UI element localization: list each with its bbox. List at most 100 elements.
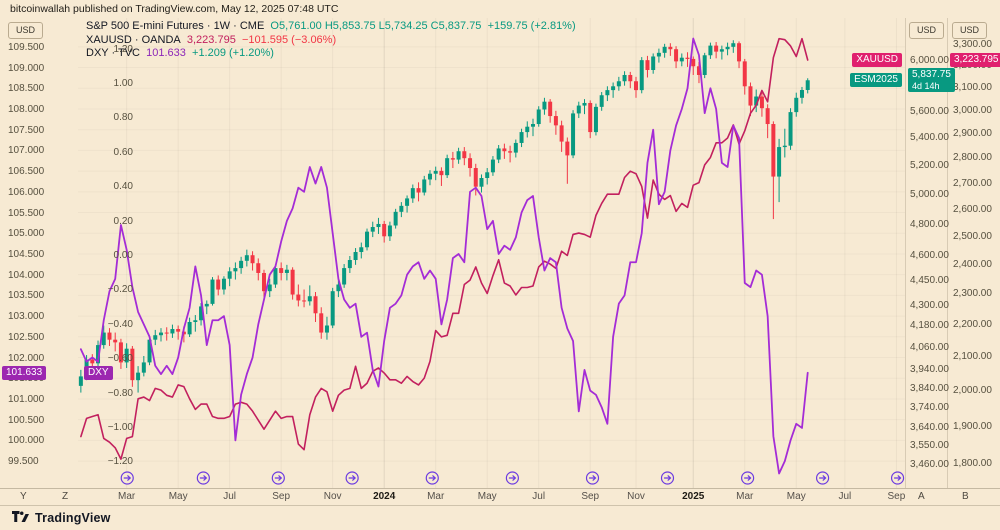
percent-axis-tick: 1.00 [113, 78, 133, 90]
es-candlestick-series [78, 40, 810, 393]
scale-button-z[interactable]: Z [62, 491, 69, 502]
es-axis-tick: 5,400.00 [910, 132, 949, 144]
percent-axis-tick: −0.80 [107, 387, 133, 399]
time-axis-month-label: Mar [118, 491, 136, 502]
time-axis-month-label: Sep [272, 491, 291, 502]
legend-xau-change: −101.595 (−3.06%) [241, 33, 337, 46]
chart-canvas[interactable] [78, 18, 905, 488]
legend-es-change: +159.75 (+2.81%) [487, 20, 576, 32]
scale-button-y[interactable]: Y [20, 491, 27, 502]
dxy-axis-tick: 108.500 [8, 83, 45, 95]
xau-axis-tick: 1,900.00 [953, 420, 992, 432]
chart-area: USD 101.633 109.500 109.000 108.500 108.000… [0, 18, 1000, 488]
xau-axis-tick: 2,900.00 [953, 128, 992, 140]
es-bar-countdown: 4d 14h [912, 81, 940, 92]
xau-axis-tick: 3,000.00 [953, 104, 992, 116]
right-price-axis-es[interactable]: USD 5,837.75 4d 14h 6,000.005,800.005,60… [905, 18, 955, 488]
percent-axis-tick: 0.60 [113, 146, 133, 158]
dxy-axis-tick: 109.500 [8, 41, 45, 53]
es-price-value: 5,837.75 [912, 69, 951, 81]
es-axis-tick: 3,550.00 [910, 440, 949, 452]
contract-roll-markers[interactable] [120, 471, 905, 485]
time-axis[interactable]: Y Z A B Mar May Jul Sep Nov 2024 Mar May Jul Sep N… [0, 488, 1000, 506]
es-axis-tick: 3,640.00 [910, 422, 949, 434]
time-axis-month-label: Sep [581, 491, 600, 502]
es-axis-tick: 4,600.00 [910, 250, 949, 262]
xau-axis-tick: 2,200.00 [953, 319, 992, 331]
tradingview-logo[interactable] [12, 511, 29, 525]
dxy-axis-tick: 105.500 [8, 207, 45, 219]
legend-row-es[interactable]: S&P 500 E-mini Futures · 1W · CME O5,761… [86, 20, 576, 34]
dxy-axis-tick: 104.000 [8, 269, 45, 281]
dxy-axis-tick: 107.000 [8, 145, 45, 157]
left-price-axis-dxy[interactable]: USD 101.633 109.500 109.000 108.500 108.000… [0, 18, 78, 488]
time-axis-month-label: May [786, 491, 806, 502]
footer-bar: TradingView [0, 505, 1000, 530]
dxy-series-label: DXY [84, 365, 113, 380]
dxy-axis-tick: 102.500 [8, 331, 45, 343]
xau-axis-tick: 2,600.00 [953, 203, 992, 215]
dxy-axis-tick: 106.000 [8, 186, 45, 198]
published-line: bitcoinwallah published on TradingView.c… [10, 3, 339, 15]
dxy-axis-tick: 102.000 [8, 352, 45, 364]
xau-axis-tick: 1,800.00 [953, 457, 992, 469]
esm2025-series-label: ESM2025 [850, 73, 902, 88]
xau-price-tag: 3,223.795 [950, 53, 1000, 67]
dxy-axis-tick: 108.000 [8, 103, 45, 115]
chart-plot[interactable]: S&P 500 E-mini Futures · 1W · CME O5,761… [78, 18, 905, 488]
dxy-axis-tick: 105.000 [8, 228, 45, 240]
es-axis-tick: 4,060.00 [910, 341, 949, 353]
percent-axis-tick: −0.60 [107, 353, 133, 365]
es-axis-tick: 5,200.00 [910, 160, 949, 172]
legend-dxy-value: 101.633 [146, 47, 186, 59]
xau-axis-tick: 2,300.00 [953, 288, 992, 300]
time-axis-month-label: Sep [887, 491, 906, 502]
legend-dxy-change: +1.209 (+1.20%) [192, 47, 274, 59]
percent-axis-tick: 0.80 [113, 112, 133, 124]
percent-axis-tick: 0.20 [113, 215, 133, 227]
percent-axis-tick: −0.40 [107, 318, 133, 330]
time-axis-month-label: Nov [627, 491, 645, 502]
dxy-axis-tick: 103.500 [8, 290, 45, 302]
dxy-axis-tick: 109.000 [8, 62, 45, 74]
percent-axis-tick: 1.20 [113, 43, 133, 55]
time-axis-month-label: Jul [838, 491, 852, 502]
time-axis-month-label: Jul [223, 491, 237, 502]
dxy-axis-tick: 106.500 [8, 166, 45, 178]
es-axis-tick: 4,450.00 [910, 274, 949, 286]
es-axis-tick: 5,000.00 [910, 188, 949, 200]
legend-es-title: S&P 500 E-mini Futures · 1W · CME [86, 20, 265, 32]
legend-xau-value: 3,223.795 [186, 33, 236, 46]
xau-axis-tick: 3,100.00 [953, 82, 992, 94]
percent-axis-tick: −0.20 [107, 284, 133, 296]
tradingview-brand-text[interactable]: TradingView [35, 511, 111, 525]
es-axis-tick: 3,940.00 [910, 363, 949, 375]
time-axis-month-label: Mar [427, 491, 445, 502]
right-price-axis-xau[interactable]: USD 3,223.795 3,300.003,200.003,100.003,… [947, 18, 1000, 488]
xau-axis-tick: 2,100.00 [953, 351, 992, 363]
publish-header: bitcoinwallah published on TradingView.c… [0, 0, 1000, 18]
legend-row-dxy[interactable]: DXY · TVC 101.633 +1.209 (+1.20%) [86, 47, 576, 61]
chart-legend: S&P 500 E-mini Futures · 1W · CME O5,761… [86, 20, 576, 61]
dxy-axis-tick: 107.500 [8, 124, 45, 136]
legend-xau-title: XAUUSD · OANDA [86, 33, 181, 46]
percent-axis-tick: −1.20 [107, 456, 133, 468]
es-axis-currency-button[interactable]: USD [909, 22, 945, 39]
time-axis-year-label: 2024 [373, 491, 396, 502]
xau-axis-tick: 2,000.00 [953, 385, 992, 397]
scale-button-a[interactable]: A [918, 491, 925, 502]
dxy-axis-tick: 100.000 [8, 435, 45, 447]
xau-axis-currency-button[interactable]: USD [952, 22, 988, 39]
left-axis-currency-button[interactable]: USD [8, 22, 44, 39]
time-axis-month-label: Mar [736, 491, 754, 502]
scale-button-b[interactable]: B [962, 491, 969, 502]
legend-row-xau[interactable]: XAUUSD · OANDA 3,223.795 −101.595 (−3.06… [86, 34, 576, 48]
time-axis-month-label: Nov [323, 491, 342, 502]
percent-axis-tick: −1.00 [107, 421, 133, 433]
dxy-axis-tick: 104.500 [8, 248, 45, 260]
xau-axis-tick: 2,500.00 [953, 230, 992, 242]
xauusd-series-label: XAUUSD [852, 53, 902, 67]
xau-axis-tick: 2,700.00 [953, 177, 992, 189]
es-axis-tick: 4,180.00 [910, 320, 949, 332]
percent-axis-tick: 0.00 [113, 250, 133, 261]
